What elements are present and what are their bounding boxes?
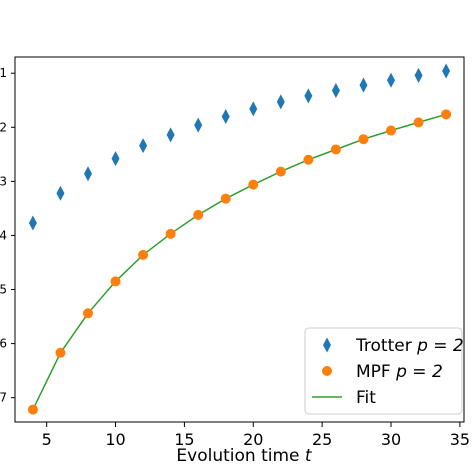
trotter-point <box>56 185 65 201</box>
y-axis-ticks: 1 2 3 4 5 6 7 <box>0 66 15 405</box>
trotter-point <box>221 108 230 124</box>
mpf-point <box>82 308 93 319</box>
x-axis-label: Evolution time t <box>176 446 312 466</box>
legend-box <box>304 327 463 415</box>
trotter-point <box>139 138 148 154</box>
trotter-point <box>83 166 92 182</box>
x-tick-label: 20 <box>243 430 263 449</box>
mpf-point <box>275 166 286 177</box>
legend-trotter-label: Trotter p = 2 <box>355 336 464 356</box>
trotter-point <box>276 94 285 110</box>
trotter-point <box>28 215 37 231</box>
mpf-point <box>55 347 66 358</box>
mpf-point <box>165 228 176 239</box>
plot-frame <box>14 56 465 423</box>
mpf-point <box>220 193 231 204</box>
legend-fit-label: Fit <box>356 388 376 408</box>
mpf-point <box>110 276 121 287</box>
y-tick-label: 5 <box>0 283 7 297</box>
legend: Trotter p = 2 MPF p = 2 Fit <box>304 327 464 415</box>
trotter-point <box>166 127 175 143</box>
y-tick-label: 3 <box>0 174 7 188</box>
mpf-point <box>358 134 369 145</box>
x-tick-label: 25 <box>312 430 332 449</box>
x-tick-label: 15 <box>174 430 194 449</box>
y-tick-label: 2 <box>0 120 7 134</box>
y-tick-label: 7 <box>0 391 7 405</box>
trotter-point <box>414 67 423 83</box>
x-axis-ticks: 5 10 15 20 25 30 35 <box>42 422 470 449</box>
x-tick-label: 10 <box>105 430 125 449</box>
mpf-point <box>330 144 341 155</box>
legend-mpf-label: MPF p = 2 <box>356 362 443 382</box>
mpf-point <box>248 179 259 190</box>
x-tick-label: 35 <box>450 430 470 449</box>
mpf-point <box>27 404 38 415</box>
y-tick-label: 1 <box>0 66 7 80</box>
trotter-point <box>194 117 203 133</box>
x-tick-label: 5 <box>42 430 52 449</box>
x-tick-label: 30 <box>381 430 401 449</box>
y-tick-label: 6 <box>0 337 7 351</box>
mpf-point <box>193 209 204 220</box>
trotter-point <box>359 77 368 93</box>
point-series <box>27 63 452 415</box>
mpf-point <box>441 109 452 120</box>
mpf-point <box>303 154 314 165</box>
y-tick-label: 4 <box>0 228 7 242</box>
mpf-point <box>386 125 397 136</box>
trotter-point <box>387 72 396 88</box>
mpf-point <box>413 117 424 128</box>
fit-line <box>32 113 447 410</box>
trotter-point <box>331 83 340 99</box>
trotter-point <box>304 88 313 104</box>
trotter-point <box>111 151 120 167</box>
trotter-point <box>249 101 258 117</box>
fit-series <box>32 113 447 410</box>
trotter-point <box>442 63 451 79</box>
mpf-point <box>138 249 149 260</box>
legend-mpf-marker <box>322 366 332 376</box>
legend-trotter-marker <box>323 337 331 353</box>
